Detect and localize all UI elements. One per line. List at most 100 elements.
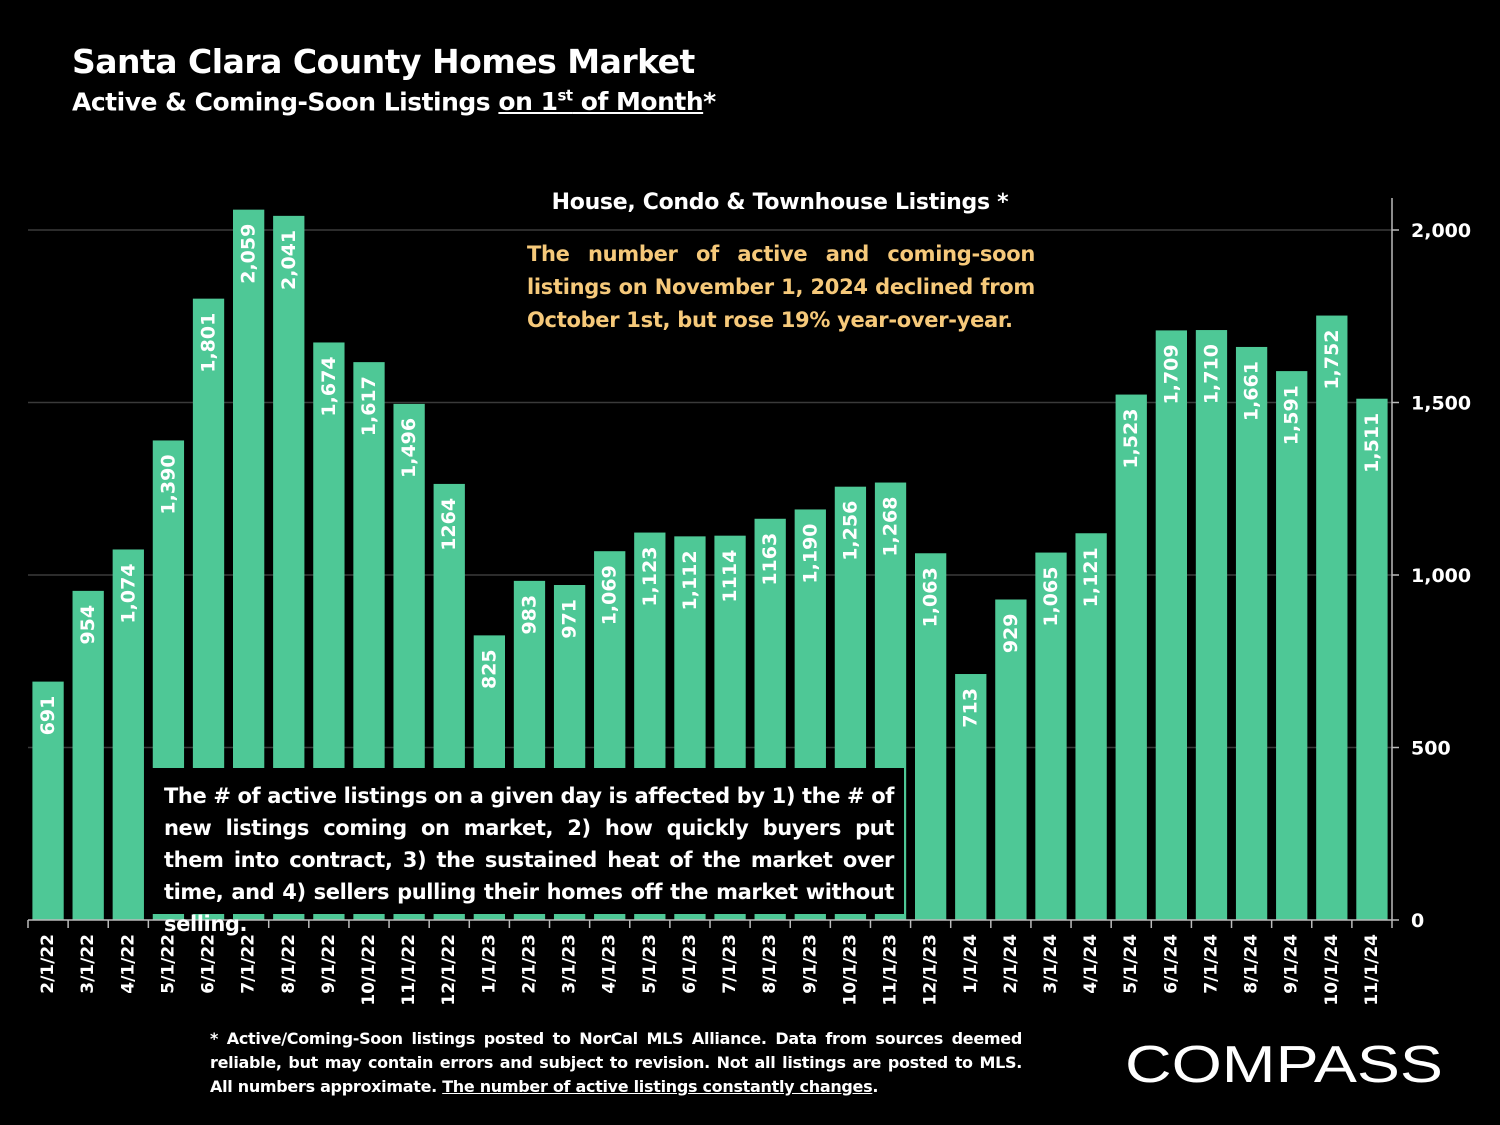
page-title: Santa Clara County Homes Market: [72, 42, 695, 81]
bar: [32, 681, 64, 920]
subtitle-superscript: st: [557, 87, 573, 105]
bar: [1195, 330, 1228, 920]
x-tick-label: 4/1/24: [1081, 934, 1101, 994]
subtitle-underlined: on 1st of Month: [498, 87, 703, 116]
bar-value-label: 1114: [719, 550, 741, 603]
x-tick-label: 2/1/24: [1001, 934, 1021, 994]
bar-value-label: 1,256: [839, 501, 861, 561]
x-tick-label: 8/1/22: [279, 934, 299, 994]
bar: [1276, 371, 1308, 921]
bar-value-label: 691: [37, 696, 59, 736]
bar: [72, 590, 104, 920]
x-tick-label: 11/1/23: [881, 934, 901, 1006]
x-tick-label: 12/1/23: [921, 934, 941, 1006]
bar: [1035, 552, 1067, 920]
bar-value-labels: 691 954 1,074 1,390 1,801 2,059 2,041 1,674 1,61…: [37, 224, 1383, 736]
x-tick-label: 10/1/24: [1322, 934, 1342, 1006]
y-tick-label: 0: [1411, 910, 1424, 932]
bar-value-label: 1,069: [599, 565, 621, 625]
bar-value-label: 1,511: [1361, 413, 1383, 473]
subtitle-underlined-b: of Month: [572, 87, 704, 117]
x-tick-label: 7/1/22: [239, 934, 259, 994]
compass-logo: C OMPASS: [1125, 1036, 1443, 1093]
x-tick-label: 3/1/24: [1041, 934, 1061, 994]
bar: [955, 674, 987, 920]
x-tick-label: 6/1/22: [199, 934, 219, 994]
x-tick-label: 6/1/23: [680, 934, 700, 994]
bar-value-label: 1,617: [358, 376, 380, 436]
y-tick-label: 500: [1411, 738, 1451, 760]
bar: [1235, 346, 1268, 921]
bar-value-label: 1,709: [1160, 344, 1182, 404]
bar-value-label: 971: [559, 599, 581, 639]
x-tick-label: 8/1/23: [760, 934, 780, 994]
bar-value-label: 1,268: [880, 497, 902, 557]
x-tick-label: 7/1/24: [1201, 934, 1221, 994]
x-tick-label: 9/1/24: [1282, 934, 1302, 994]
bar-value-label: 1,523: [1120, 409, 1142, 469]
bar-value-label: 1,752: [1321, 330, 1343, 390]
subtitle-prefix: Active & Coming-Soon Listings: [72, 87, 499, 117]
subtitle-underlined-a: on 1: [498, 87, 558, 117]
x-tick-label: 5/1/24: [1121, 934, 1141, 994]
x-tick-label: 9/1/22: [319, 934, 339, 994]
bar-value-label: 1,063: [920, 567, 942, 627]
y-tick-label: 2,000: [1411, 220, 1471, 242]
bar-value-label: 929: [1000, 613, 1022, 653]
x-tick-label: 12/1/22: [439, 934, 459, 1006]
bar-value-label: 1,123: [639, 547, 661, 607]
bar: [1115, 394, 1147, 920]
x-tick-label: 10/1/23: [840, 934, 860, 1006]
bar-value-label: 1,112: [679, 550, 701, 610]
bar-value-label: 1,674: [318, 356, 340, 416]
bar-value-label: 1,591: [1281, 385, 1303, 445]
bar: [1356, 398, 1388, 921]
bar-value-label: 1264: [438, 498, 460, 551]
bar-value-label: 1,190: [799, 523, 821, 583]
top-annotation: The number of active and coming-soon lis…: [527, 242, 1035, 332]
x-tick-label: 10/1/22: [359, 934, 379, 1006]
x-tick-label: 11/1/24: [1362, 934, 1382, 1006]
x-tick-label: 3/1/22: [78, 934, 98, 994]
bar-value-label: 1,121: [1080, 547, 1102, 607]
x-tick-label: 6/1/24: [1161, 934, 1181, 994]
x-tick-label: 5/1/22: [158, 934, 178, 994]
x-tick-label: 7/1/23: [720, 934, 740, 994]
bar-value-label: 983: [518, 595, 540, 635]
bar-value-label: 1,496: [398, 418, 420, 478]
footnote-text: * Active/Coming-Soon listings posted to …: [210, 1029, 1022, 1096]
bar-value-label: 1,661: [1241, 361, 1263, 421]
footnote-end: .: [872, 1077, 879, 1096]
chart-title: House, Condo & Townhouse Listings *: [551, 190, 1009, 215]
x-tick-label: 8/1/24: [1242, 934, 1262, 994]
page-subtitle: Active & Coming-Soon Listings on 1st of …: [72, 87, 716, 116]
y-tick-label: 1,500: [1411, 393, 1471, 415]
bar-value-label: 1,074: [117, 563, 139, 623]
bar: [1075, 533, 1107, 920]
bar-value-label: 713: [960, 688, 982, 728]
x-tick-label: 11/1/22: [399, 934, 419, 1006]
x-tick-label: 9/1/23: [800, 934, 820, 994]
bar-value-label: 825: [478, 649, 500, 689]
x-tick-label: 2/1/23: [519, 934, 539, 994]
bar-value-label: 1,065: [1040, 567, 1062, 627]
bar-value-label: 2,059: [238, 224, 260, 284]
x-tick-label: 3/1/23: [560, 934, 580, 994]
bar-value-label: 1,710: [1200, 344, 1222, 404]
bar: [1155, 330, 1187, 920]
listings-explanation-box: The # of active listings on a given day …: [152, 768, 904, 936]
subtitle-suffix: *: [703, 87, 716, 117]
bar: [1316, 315, 1348, 920]
bar: [915, 553, 947, 920]
x-tick-label: 4/1/23: [600, 934, 620, 994]
bar: [112, 549, 144, 920]
bar-value-label: 2,041: [278, 230, 300, 290]
bar: [995, 599, 1027, 920]
bar-value-label: 1163: [759, 533, 781, 586]
x-tick-label: 2/1/22: [38, 934, 58, 994]
axes: 0 500 1,000 1,500 2,000 2/1/22 3/1/22 4/1/22 5/1…: [27, 198, 1471, 1006]
x-tick-label: 5/1/23: [640, 934, 660, 994]
footnote-underlined: The number of active listings constantly…: [442, 1077, 873, 1096]
compass-wordmark: C OMPASS: [1125, 1036, 1443, 1093]
x-tick-label: 4/1/22: [118, 934, 138, 994]
